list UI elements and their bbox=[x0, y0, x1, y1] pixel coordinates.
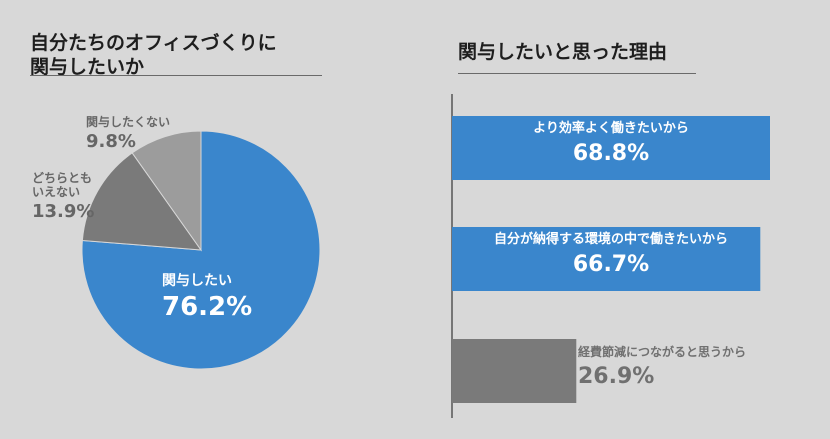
pie-title-line-1: 自分たちのオフィスづくりに bbox=[30, 32, 277, 54]
bar-value-efficiency: 68.8% bbox=[572, 141, 650, 166]
slice-label-neither: どちらとも いえない 13.9% bbox=[32, 171, 94, 221]
pie-title-underline bbox=[30, 75, 322, 76]
bar-label-cost: 経費節減につながると思うから 26.9% bbox=[578, 344, 746, 390]
bar-environment bbox=[452, 227, 761, 291]
bar-category-efficiency: より効率よく働きたいから bbox=[533, 121, 689, 136]
slice-label-want: 関与したい 76.2% bbox=[162, 274, 252, 320]
pie-slice-want bbox=[81, 130, 321, 370]
bar-category-environment: 自分が納得する環境の中で働きたいから bbox=[493, 232, 728, 247]
bar-panel-title: 関与したいと思った理由 bbox=[458, 41, 668, 63]
bar-value-environment: 66.7% bbox=[572, 252, 650, 277]
slice-value-want: 76.2% bbox=[162, 292, 253, 322]
slice-name-neither-line-2: いえない bbox=[32, 185, 81, 199]
slice-value-neither: 13.9% bbox=[32, 201, 95, 222]
bar-title-underline bbox=[458, 73, 696, 74]
bar-label-environment: 自分が納得する環境の中で働きたいから 66.7% bbox=[452, 232, 770, 278]
bar-cost bbox=[452, 339, 577, 403]
bar-efficiency bbox=[452, 116, 770, 180]
bar-value-cost: 26.9% bbox=[578, 364, 655, 389]
bar-category-cost: 経費節減につながると思うから bbox=[578, 345, 747, 359]
bar-label-efficiency: より効率よく働きたいから 68.8% bbox=[452, 121, 770, 167]
pie-title-line-2: 関与したいか bbox=[30, 56, 145, 78]
pie-slice-neither bbox=[81, 152, 203, 251]
slice-name-want: 関与したい bbox=[162, 273, 232, 289]
slice-value-not-want: 9.8% bbox=[86, 131, 136, 152]
slice-label-not-want: 関与したくない 9.8% bbox=[86, 115, 170, 151]
slice-name-not-want: 関与したくない bbox=[86, 115, 171, 129]
slice-name-neither-line-1: どちらとも bbox=[32, 171, 93, 185]
pie-panel-title: 自分たちのオフィスづくりに 関与したいか bbox=[30, 31, 330, 79]
pie-slice-not-want bbox=[131, 130, 202, 252]
